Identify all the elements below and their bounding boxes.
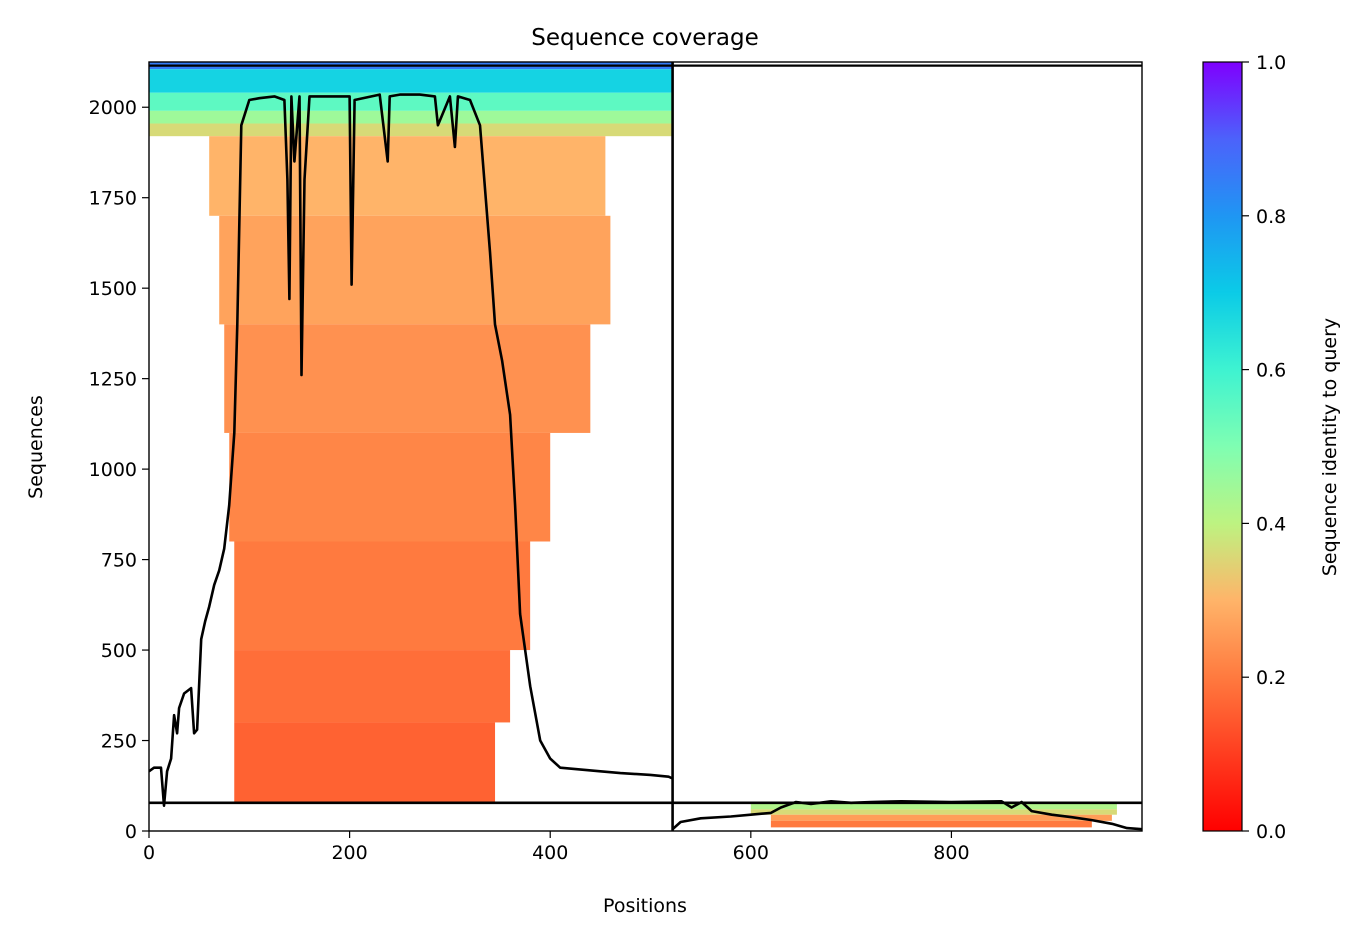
- coverage-band-b-14: [770, 814, 1112, 821]
- y-tick-label: 0: [125, 821, 137, 843]
- coverage-band-a-5: [209, 136, 606, 216]
- x-tick-label: 200: [331, 842, 367, 864]
- y-tick-label: 500: [101, 640, 137, 662]
- y-tick-label: 1500: [89, 278, 137, 300]
- coverage-heatmap: [149, 62, 1117, 828]
- colorbar-tick-label: 0.8: [1256, 206, 1286, 228]
- x-axis: 0 200 400 600 800: [143, 831, 970, 864]
- x-tick-label: 800: [933, 842, 969, 864]
- coverage-band-a-10: [234, 650, 511, 723]
- coverage-band-a-9: [234, 541, 531, 651]
- colorbar-tick-label: 0.4: [1256, 513, 1286, 535]
- y-axis: 0 250 500 750 1000 1250 1500 1750 2000: [89, 97, 149, 843]
- coverage-band-a-7: [224, 324, 591, 433]
- coverage-band-b-13: [750, 809, 1117, 815]
- coverage-band-b-15: [770, 820, 1092, 828]
- coverage-band-a-1: [149, 69, 673, 93]
- y-axis-label: Sequences: [25, 395, 47, 499]
- colorbar-frame: [1202, 61, 1243, 832]
- y-tick-label: 1250: [89, 369, 137, 391]
- colorbar-tick-label: 1.0: [1256, 52, 1286, 74]
- y-tick-label: 1000: [89, 459, 137, 481]
- coverage-band-a-6: [219, 215, 611, 325]
- colorbar-tick-label: 0.6: [1256, 360, 1286, 382]
- coverage-band-a-11: [234, 722, 496, 803]
- colorbar-tick-label: 0.0: [1256, 821, 1286, 843]
- plot-frame: [148, 61, 1143, 832]
- colorbar: [1203, 62, 1242, 831]
- y-tick-label: 750: [101, 550, 137, 572]
- x-tick-label: 0: [143, 842, 155, 864]
- separators: [149, 62, 1142, 831]
- coverage-band-a-3: [149, 110, 673, 124]
- y-tick-label: 250: [101, 731, 137, 753]
- x-axis-label: Positions: [603, 895, 687, 917]
- coverage-line-chain-a: [149, 93, 674, 808]
- colorbar-label: Sequence identity to query: [1319, 318, 1341, 576]
- x-tick-label: 600: [733, 842, 769, 864]
- y-tick-label: 2000: [89, 97, 137, 119]
- chart-title: Sequence coverage: [531, 25, 759, 51]
- colorbar-tick-label: 0.2: [1256, 667, 1286, 689]
- y-tick-label: 1750: [89, 188, 137, 210]
- x-tick-label: 400: [532, 842, 568, 864]
- coverage-band-a-4: [149, 123, 673, 137]
- coverage-band-b-12: [750, 803, 1117, 810]
- coverage-band-a-8: [229, 432, 551, 542]
- colorbar-axis: 0.0 0.2 0.4 0.6 0.8 1.0: [1242, 52, 1286, 843]
